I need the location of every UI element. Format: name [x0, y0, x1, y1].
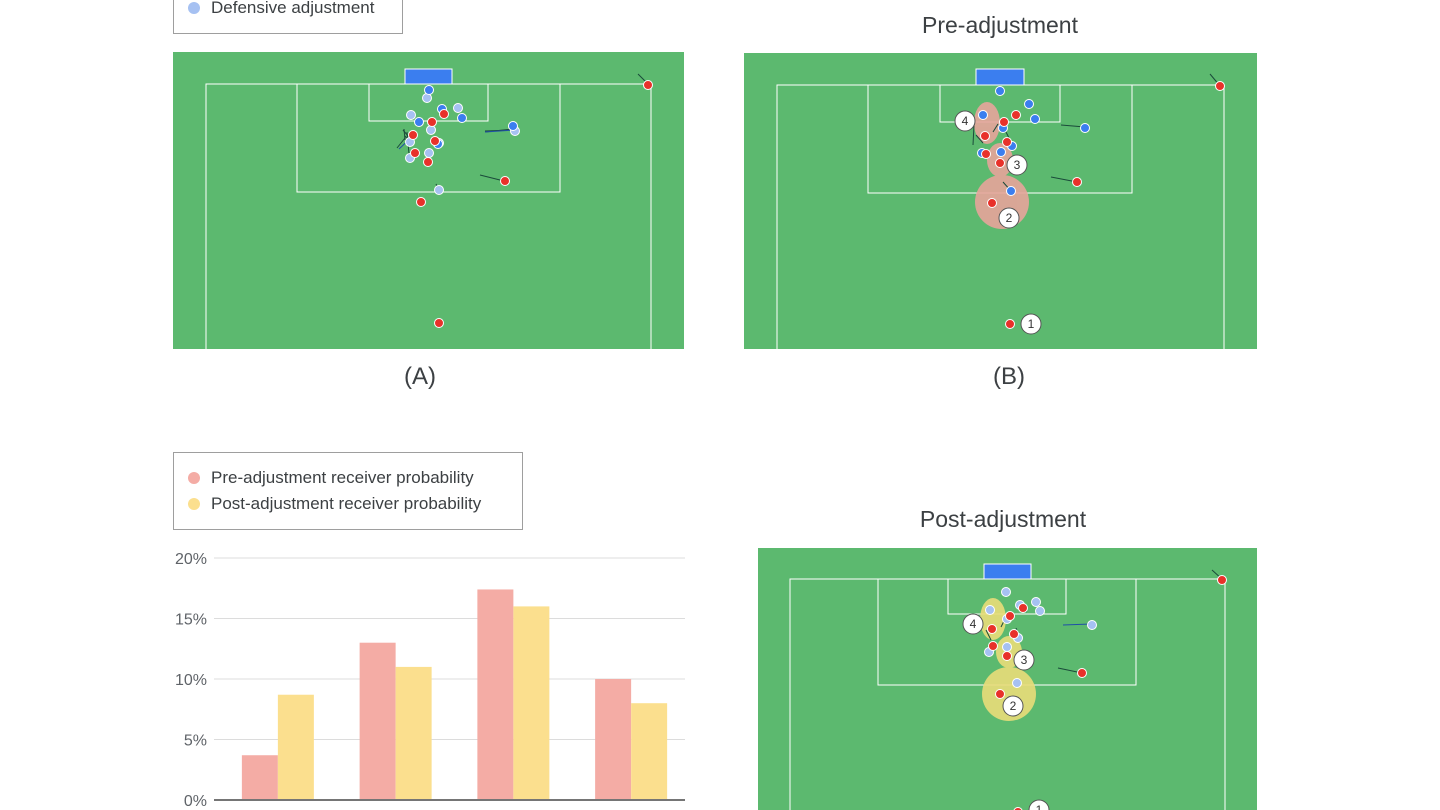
legend-item-pre: Pre-adjustment receiver probability	[188, 468, 474, 488]
panel-label-b: (B)	[993, 363, 1025, 390]
legend-item-post: Post-adjustment receiver probability	[188, 494, 481, 514]
pre-bar-4	[595, 679, 632, 799]
goal	[975, 68, 1025, 86]
y-tick-label: 15%	[175, 612, 207, 629]
post-adjustment-title: Post-adjustment	[919, 506, 1087, 532]
y-tick-label: 20%	[175, 551, 207, 568]
receiver-badge-1: 1	[1020, 313, 1042, 335]
pitch-c: 1 2 3 4	[758, 548, 1257, 810]
svg-text:3: 3	[1014, 158, 1021, 172]
player-legend: Defensive adjustment	[173, 0, 403, 34]
legend-item-defensive-adjustment: Defensive adjustment	[188, 0, 374, 18]
receiver-badge-4: 4	[954, 110, 976, 132]
attackers	[987, 575, 1227, 810]
receiver-badge-2: 2	[1002, 695, 1024, 717]
receiver-probability-chart: 0% 5% 10% 15% 20%	[175, 551, 685, 810]
pre-bar-2	[359, 642, 396, 799]
post-bar-1	[277, 694, 314, 799]
legend-label: Post-adjustment receiver probability	[211, 494, 482, 513]
svg-text:2: 2	[1006, 211, 1013, 225]
pre-bar-3	[477, 589, 514, 799]
attackers	[408, 80, 653, 328]
legend-label: Defensive adjustment	[211, 0, 375, 17]
y-tick-label: 10%	[175, 672, 207, 689]
y-tick-label: 5%	[184, 733, 207, 750]
receiver-badge-3: 3	[1013, 649, 1035, 671]
post-bar-3	[513, 606, 550, 799]
pre-swatch	[188, 472, 200, 484]
post-bar-2	[395, 666, 432, 799]
svg-text:3: 3	[1021, 653, 1028, 667]
receiver-badge-2: 2	[998, 207, 1020, 229]
goal	[983, 563, 1032, 580]
legend-label: Pre-adjustment receiver probability	[211, 468, 474, 487]
receiver-badge-3: 3	[1006, 154, 1028, 176]
post-swatch	[188, 498, 200, 510]
svg-text:4: 4	[970, 617, 977, 631]
svg-text:4: 4	[962, 114, 969, 128]
defensive-adjustment-swatch	[188, 2, 200, 14]
defenders	[977, 86, 1090, 196]
svg-text:2: 2	[1010, 699, 1017, 713]
goal	[404, 68, 453, 85]
attackers	[980, 81, 1225, 329]
pitch-b: 1 2 3 4	[744, 53, 1257, 349]
probability-legend: Pre-adjustment receiver probability Post…	[173, 452, 523, 530]
defenders-adjusted	[984, 587, 1097, 688]
y-tick-label: 0%	[184, 793, 207, 810]
receiver-badge-1: 1	[1028, 799, 1050, 810]
pre-adjustment-title: Pre-adjustment	[922, 12, 1078, 38]
svg-text:1: 1	[1036, 803, 1043, 810]
post-bar-4	[631, 703, 668, 799]
svg-text:1: 1	[1028, 317, 1035, 331]
pitch-a	[173, 52, 684, 349]
receiver-badge-4: 4	[962, 613, 984, 635]
pre-bar-1	[241, 755, 278, 799]
defenders-adjusted	[405, 93, 520, 195]
panel-label-a: (A)	[404, 363, 436, 390]
